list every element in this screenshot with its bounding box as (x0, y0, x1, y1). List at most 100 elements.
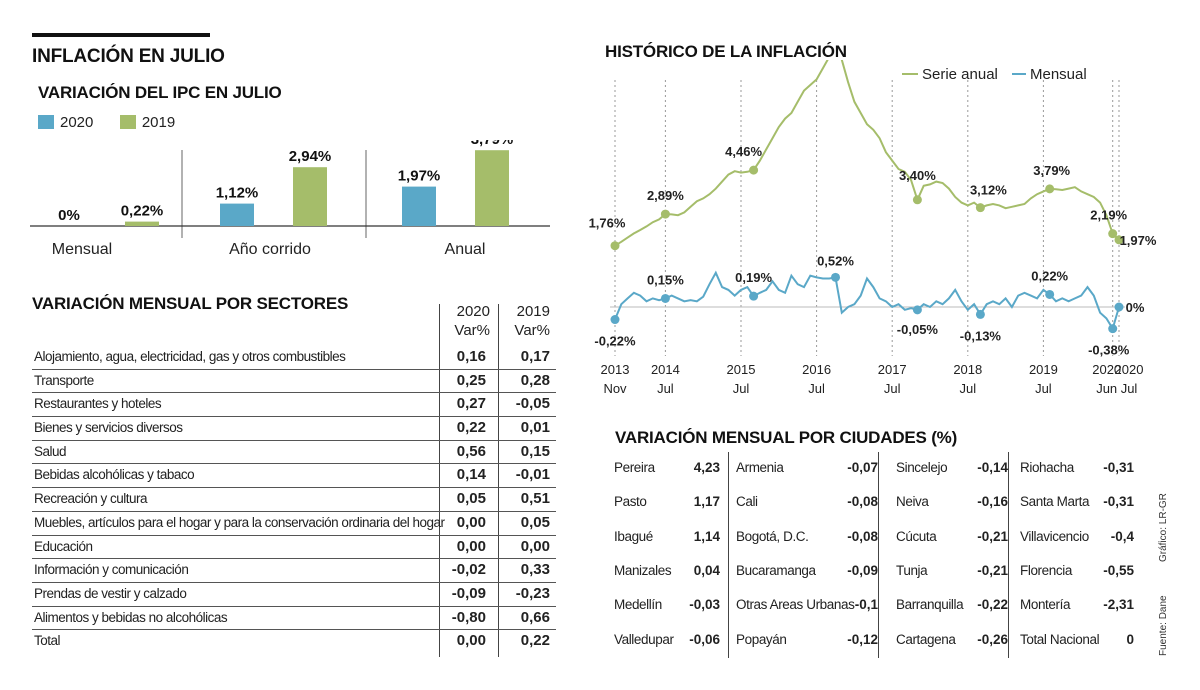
anual-point-label: 1,76% (589, 216, 626, 231)
bar-label-2020-2: 1,97% (398, 168, 441, 185)
x-tick-year: 2013 (601, 362, 630, 377)
city-name: Florencia (1020, 562, 1072, 578)
city-value: 1,14 (693, 528, 720, 544)
mensual-point (975, 309, 985, 319)
legend-label-anual: Serie anual (922, 66, 998, 83)
mensual-point-label: -0,22% (594, 334, 636, 349)
city-name: Otras Areas Urbanas (736, 597, 855, 613)
legend-swatch-2019 (119, 115, 136, 129)
cities-title: VARIACIÓN MENSUAL POR CIUDADES (%) (615, 428, 958, 447)
sector-name: Alojamiento, agua, electricidad, gas y o… (34, 349, 346, 364)
mensual-point (831, 272, 840, 282)
city-cell: Villavicencio -0,4 (1020, 521, 1140, 555)
sector-value-2020: -0,80 (451, 608, 486, 626)
legend-label-mensual: Mensual (1030, 66, 1087, 83)
legend-item-2019: 2019 (119, 114, 175, 131)
x-tick-year: 2018 (953, 362, 982, 377)
credit-fuente: Fuente: Dane (1158, 595, 1169, 656)
city-name: Bogotá, D.C. (736, 528, 809, 544)
x-tick-month: Jul (733, 381, 750, 396)
anual-point-label: 3,40% (899, 168, 936, 183)
city-name: Cali (736, 494, 758, 510)
anual-point (660, 209, 670, 219)
city-value: -0,4 (1110, 528, 1134, 544)
title-rule (32, 33, 210, 37)
anual-point (749, 165, 759, 175)
sector-value-2020: 0,56 (456, 442, 486, 460)
city-cell: Bucaramanga -0,09 (736, 555, 884, 589)
sector-row: Restaurantes y hoteles 0,27 -0,05 (32, 393, 556, 418)
sector-name: Salud (34, 443, 67, 459)
sector-name: Bienes y servicios diversos (34, 420, 183, 436)
col-2020-header: 2020 Var% (438, 302, 490, 340)
city-value: -0,14 (977, 460, 1008, 475)
city-name: Santa Marta (1020, 494, 1090, 510)
mensual-point (749, 291, 759, 301)
history-title: HISTÓRICO DE LA INFLACIÓN (605, 42, 847, 61)
sector-value-2020: -0,02 (451, 561, 486, 579)
city-cell: Pasto 1,17 (614, 486, 726, 520)
city-name: Bucaramanga (736, 562, 816, 578)
sector-row: Bienes y servicios diversos 0,22 0,01 (32, 417, 556, 441)
city-name: Neiva (896, 494, 929, 510)
city-value: -0,08 (847, 528, 878, 544)
sector-name: Alimentos y bebidas no alcohólicas (34, 609, 228, 625)
city-name: Armenia (736, 460, 784, 475)
sector-value-2019: -0,05 (515, 395, 550, 413)
ipc-bar-chart: 0% 0,22% Mensual 1,12% 2,94% Año corrido 1,97%… (30, 140, 550, 258)
city-cell: Pereira 4,23 (614, 452, 726, 486)
city-name: Barranquilla (896, 597, 964, 613)
series-line-mensual (614, 270, 1120, 332)
sector-row: Alojamiento, agua, electricidad, gas y o… (32, 346, 556, 370)
sector-name: Prendas de vestir y calzado (34, 585, 187, 601)
city-cell: Neiva -0,16 (896, 486, 1014, 520)
category-label-1: Año corrido (229, 241, 311, 258)
ipc-legend: 2020 2019 (38, 114, 175, 132)
sector-row: Educación 0,00 0,00 (32, 536, 556, 560)
city-cell: Armenia -0,07 (736, 452, 884, 486)
city-cell: Riohacha -0,31 (1020, 452, 1140, 486)
sector-row: Salud 0,56 0,15 (32, 441, 556, 465)
sector-value-2019: -0,23 (515, 584, 550, 602)
city-value: 1,17 (693, 494, 720, 510)
city-cell: Popayán -0,12 (736, 624, 884, 658)
city-cell: Total Nacional 0 (1020, 624, 1140, 658)
x-tick-year: 2019 (1029, 362, 1058, 377)
mensual-point-label: -0,13% (960, 328, 1002, 343)
sector-row: Recreación y cultura 0,05 0,51 (32, 488, 556, 512)
col-2019-label: Var% (514, 322, 550, 339)
city-name: Montería (1020, 597, 1071, 613)
sector-value-2019: 0,15 (520, 442, 550, 460)
sector-row: Bebidas alcohólicas y tabaco 0,14 -0,01 (32, 464, 556, 489)
anual-point (1108, 229, 1118, 239)
mensual-point-label: 0,19% (735, 270, 772, 285)
category-label-0: Mensual (52, 241, 112, 258)
city-cell: Medellín -0,03 (614, 589, 726, 623)
city-value: -0,31 (1103, 460, 1134, 475)
city-value: -0,06 (689, 631, 720, 647)
city-name: Pereira (614, 460, 655, 475)
cities-grid: Pereira 4,23 Pasto 1,17 Ibagué 1,14 Manizales 0… (614, 452, 1154, 658)
anual-point (912, 195, 922, 205)
sector-row: Alimentos y bebidas no alcohólicas -0,80 0… (32, 607, 556, 631)
bar-label-2019-2: 3,79% (471, 140, 514, 148)
sector-value-2019: 0,33 (520, 561, 550, 579)
anual-point (1045, 184, 1055, 194)
sector-name: Educación (34, 538, 93, 554)
city-cell: Cali -0,08 (736, 486, 884, 520)
mensual-point (610, 315, 620, 325)
anual-point (610, 241, 620, 251)
sector-name: Información y comunicación (34, 562, 189, 578)
credit-grafico: Gráfico: LR-GR (1158, 493, 1169, 562)
city-cell: Cúcuta -0,21 (896, 521, 1014, 555)
sector-value-2020: 0,00 (456, 632, 486, 650)
city-cell: Florencia -0,55 (1020, 555, 1140, 589)
city-cell: Cartagena -0,26 (896, 624, 1014, 658)
city-name: Sincelejo (896, 460, 948, 475)
city-value: -0,55 (1103, 562, 1134, 578)
x-tick-year: 2014 (651, 362, 680, 377)
city-value: -0,07 (847, 460, 878, 475)
x-tick-month: Nov (603, 381, 627, 396)
x-tick-year: 2015 (727, 362, 756, 377)
bar-2019-2 (475, 150, 509, 226)
